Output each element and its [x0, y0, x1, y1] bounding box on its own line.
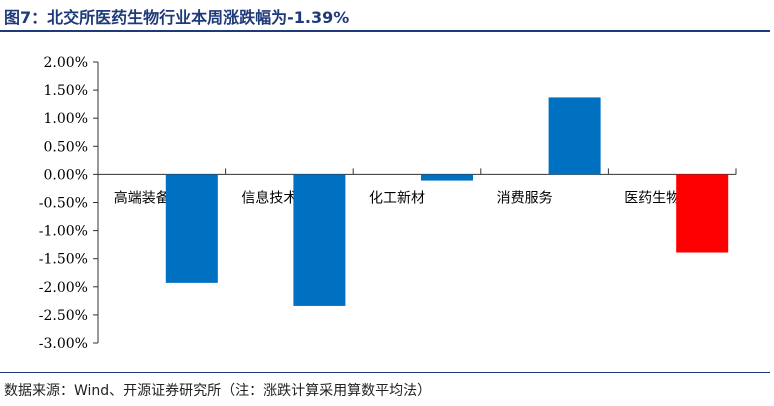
y-tick-label: -1.00% [39, 224, 88, 240]
bar-chart: 2.00% 1.50% 1.00% 0.50% 0.00% -0.50% -1.00% -1.… [39, 55, 737, 352]
y-tick-label: 1.50% [44, 83, 88, 99]
y-tick-label: -2.50% [39, 308, 88, 324]
x-category-label: 信息技术 [241, 189, 297, 206]
x-category-label: 高端装备 [114, 189, 170, 206]
bar [676, 174, 729, 253]
y-tick-label: 2.00% [44, 55, 88, 71]
chart-title: 图7：北交所医药生物行业本周涨跌幅为-1.39% [4, 8, 350, 27]
bar [165, 174, 218, 283]
source-note: 数据来源：Wind、开源证券研究所（注：涨跌计算采用算数平均法） [4, 383, 432, 399]
bar [293, 174, 346, 306]
bar [421, 174, 473, 181]
x-category-label: 化工新材 [369, 190, 425, 206]
y-tick-label: -3.00% [39, 336, 88, 352]
y-tick-label: -2.00% [39, 280, 88, 296]
x-category-label: 消费服务 [497, 190, 553, 206]
y-tick-label: 1.00% [44, 111, 88, 127]
bar [548, 97, 601, 175]
footer-divider [0, 372, 770, 373]
y-tick-label: -0.50% [39, 196, 88, 212]
title-divider [0, 30, 770, 32]
y-tick-label: 0.00% [44, 167, 88, 183]
y-tick-label: -1.50% [39, 252, 88, 268]
y-tick-label: 0.50% [44, 139, 88, 155]
x-category-label: 医药生物 [624, 190, 680, 206]
